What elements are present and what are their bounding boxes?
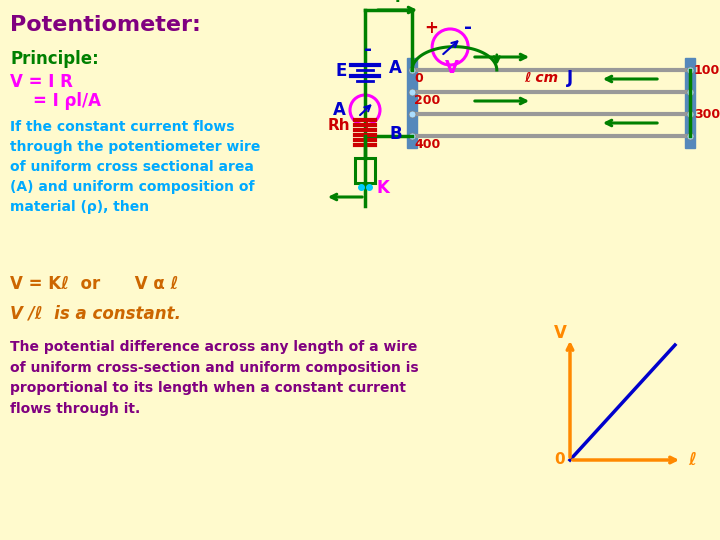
- Text: V /ℓ  is a constant.: V /ℓ is a constant.: [10, 305, 181, 323]
- Text: K: K: [377, 179, 390, 197]
- Text: V: V: [554, 324, 567, 342]
- Text: A: A: [389, 59, 402, 77]
- Bar: [407, 58, 417, 148]
- Text: A: A: [333, 101, 346, 119]
- Text: V: V: [445, 59, 459, 77]
- Text: E: E: [336, 62, 347, 80]
- Text: Potentiometer:: Potentiometer:: [10, 15, 201, 35]
- Text: ℓ: ℓ: [688, 451, 696, 469]
- Text: J: J: [567, 69, 573, 87]
- Text: ℓ cm: ℓ cm: [524, 71, 558, 85]
- Text: = I ρl/A: = I ρl/A: [10, 92, 101, 110]
- Text: 100: 100: [694, 64, 720, 77]
- Text: -: -: [464, 18, 472, 37]
- Text: +: +: [424, 19, 438, 37]
- Text: +: +: [359, 116, 373, 134]
- Text: 200: 200: [414, 94, 440, 107]
- Text: 400: 400: [414, 138, 440, 151]
- Text: V = I R: V = I R: [10, 73, 73, 91]
- Text: -: -: [364, 40, 372, 59]
- Text: Principle:: Principle:: [10, 50, 99, 68]
- Text: I: I: [394, 0, 400, 5]
- Text: 0: 0: [414, 72, 423, 85]
- Text: 0: 0: [554, 453, 565, 468]
- Bar: [685, 58, 695, 148]
- Text: B: B: [390, 125, 402, 143]
- Text: Rh: Rh: [328, 118, 351, 133]
- Text: 300: 300: [694, 107, 720, 120]
- Bar: [355, 158, 375, 183]
- Text: The potential difference across any length of a wire
of uniform cross-section an: The potential difference across any leng…: [10, 340, 418, 416]
- Text: If the constant current flows
through the potentiometer wire
of uniform cross se: If the constant current flows through th…: [10, 120, 261, 214]
- Text: V = Kℓ  or      V α ℓ: V = Kℓ or V α ℓ: [10, 275, 179, 293]
